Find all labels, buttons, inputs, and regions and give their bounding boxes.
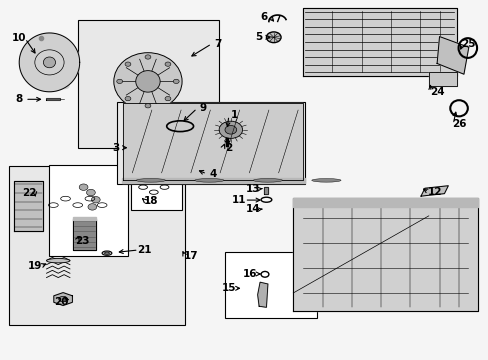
Text: 21: 21 (137, 245, 151, 255)
Ellipse shape (311, 179, 340, 182)
Text: 19: 19 (28, 261, 42, 271)
Ellipse shape (91, 197, 100, 203)
Ellipse shape (61, 84, 69, 89)
Text: 15: 15 (221, 283, 236, 293)
Text: 25: 25 (461, 39, 475, 49)
Text: 5: 5 (255, 32, 262, 42)
Bar (78, 21, 219, 148)
Ellipse shape (145, 104, 151, 108)
Ellipse shape (136, 179, 165, 182)
Text: 13: 13 (245, 184, 260, 194)
Bar (131, 165, 182, 211)
Polygon shape (54, 293, 72, 306)
Text: 11: 11 (231, 195, 245, 205)
Text: 17: 17 (183, 251, 198, 261)
Polygon shape (436, 37, 468, 74)
Ellipse shape (164, 62, 170, 66)
Ellipse shape (86, 189, 95, 196)
Polygon shape (14, 181, 42, 231)
Text: 20: 20 (54, 297, 69, 307)
Polygon shape (293, 198, 477, 311)
Bar (117, 102, 305, 184)
Text: 1: 1 (231, 111, 238, 121)
Ellipse shape (36, 35, 45, 41)
Bar (224, 252, 316, 318)
Text: 10: 10 (12, 33, 26, 43)
Text: 26: 26 (451, 120, 466, 129)
Polygon shape (293, 198, 477, 207)
Ellipse shape (164, 96, 170, 101)
Polygon shape (19, 33, 80, 92)
Ellipse shape (213, 117, 247, 142)
Polygon shape (428, 72, 456, 86)
Text: 14: 14 (245, 204, 260, 215)
Polygon shape (303, 8, 456, 76)
Ellipse shape (266, 32, 281, 42)
Ellipse shape (88, 204, 97, 210)
Bar (49, 165, 128, 256)
Text: 3: 3 (112, 143, 119, 153)
Ellipse shape (46, 258, 70, 263)
Ellipse shape (194, 179, 224, 182)
Text: 24: 24 (429, 87, 444, 97)
Ellipse shape (79, 184, 88, 190)
Ellipse shape (173, 79, 179, 84)
Polygon shape (73, 219, 96, 250)
Text: 12: 12 (427, 187, 441, 197)
Text: 16: 16 (243, 269, 257, 279)
Text: 22: 22 (21, 188, 36, 198)
Ellipse shape (114, 53, 182, 110)
Ellipse shape (125, 62, 131, 66)
Ellipse shape (59, 296, 67, 302)
Text: 4: 4 (209, 169, 216, 179)
Polygon shape (45, 98, 60, 100)
Text: 23: 23 (75, 236, 90, 246)
Polygon shape (257, 282, 267, 307)
Bar (9, 166, 184, 325)
Text: 2: 2 (225, 143, 232, 153)
Ellipse shape (102, 251, 112, 255)
Text: 7: 7 (214, 39, 221, 49)
Ellipse shape (145, 55, 151, 59)
Polygon shape (122, 103, 303, 180)
Ellipse shape (136, 71, 160, 92)
Text: 9: 9 (199, 103, 206, 113)
Ellipse shape (253, 179, 282, 182)
Polygon shape (122, 178, 305, 183)
Ellipse shape (43, 57, 56, 68)
Text: 6: 6 (260, 12, 267, 22)
Ellipse shape (117, 79, 122, 84)
Text: 18: 18 (143, 196, 158, 206)
Polygon shape (264, 187, 267, 194)
Polygon shape (73, 217, 96, 220)
Ellipse shape (104, 252, 109, 254)
Ellipse shape (224, 126, 236, 134)
Ellipse shape (125, 96, 131, 101)
Text: 8: 8 (16, 94, 23, 104)
Polygon shape (420, 186, 447, 196)
Ellipse shape (219, 121, 242, 138)
